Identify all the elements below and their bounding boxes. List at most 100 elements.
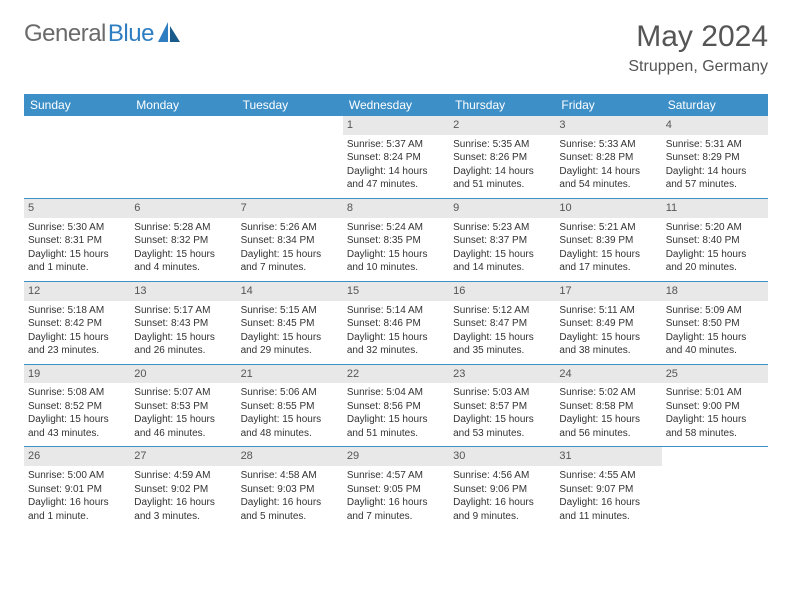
day-info: Sunrise: 5:08 AMSunset: 8:52 PMDaylight:… bbox=[28, 386, 126, 440]
calendar-cell: 14 Sunrise: 5:15 AMSunset: 8:45 PMDayligh… bbox=[237, 281, 343, 364]
calendar-week-row: 26Sunrise: 5:00 AMSunset: 9:01 PMDayligh… bbox=[24, 447, 768, 529]
calendar-cell: 18Sunrise: 5:09 AMSunset: 8:50 PMDayligh… bbox=[662, 281, 768, 364]
sunset-line: Sunset: 8:37 PM bbox=[453, 234, 551, 248]
sunset-line: Sunset: 8:45 PM bbox=[241, 317, 339, 331]
daylight-line: Daylight: 16 hours and 5 minutes. bbox=[241, 496, 339, 523]
sunset-line: Sunset: 8:42 PM bbox=[28, 317, 126, 331]
daylight-line: Daylight: 15 hours and 38 minutes. bbox=[559, 331, 657, 358]
sunset-line: Sunset: 8:53 PM bbox=[134, 400, 232, 414]
day-info: Sunrise: 5:01 AMSunset: 9:00 PMDaylight:… bbox=[666, 386, 764, 440]
calendar-cell: 19Sunrise: 5:08 AMSunset: 8:52 PMDayligh… bbox=[24, 364, 130, 447]
daylight-line: Daylight: 15 hours and 7 minutes. bbox=[241, 248, 339, 275]
daylight-line: Daylight: 15 hours and 26 minutes. bbox=[134, 331, 232, 358]
day-number: 23 bbox=[449, 365, 555, 384]
day-header: Thursday bbox=[449, 94, 555, 116]
calendar-cell: 29Sunrise: 4:57 AMSunset: 9:05 PMDayligh… bbox=[343, 447, 449, 529]
daylight-line: Daylight: 15 hours and 58 minutes. bbox=[666, 413, 764, 440]
daylight-line: Daylight: 16 hours and 9 minutes. bbox=[453, 496, 551, 523]
sunset-line: Sunset: 8:46 PM bbox=[347, 317, 445, 331]
sunset-line: Sunset: 8:24 PM bbox=[347, 151, 445, 165]
sunrise-line: Sunrise: 5:14 AM bbox=[347, 304, 445, 318]
daylight-line: Daylight: 15 hours and 29 minutes. bbox=[241, 331, 339, 358]
daylight-line: Daylight: 15 hours and 4 minutes. bbox=[134, 248, 232, 275]
sunrise-line: Sunrise: 5:04 AM bbox=[347, 386, 445, 400]
sunrise-line: Sunrise: 4:56 AM bbox=[453, 469, 551, 483]
calendar-cell bbox=[130, 116, 236, 198]
sunset-line: Sunset: 9:03 PM bbox=[241, 483, 339, 497]
sunrise-line: Sunrise: 5:30 AM bbox=[28, 221, 126, 235]
day-number: 11 bbox=[662, 199, 768, 218]
calendar-cell: 2Sunrise: 5:35 AMSunset: 8:26 PMDaylight… bbox=[449, 116, 555, 198]
sunset-line: Sunset: 8:31 PM bbox=[28, 234, 126, 248]
sunrise-line: Sunrise: 5:31 AM bbox=[666, 138, 764, 152]
sunrise-line: Sunrise: 5:23 AM bbox=[453, 221, 551, 235]
sunset-line: Sunset: 8:39 PM bbox=[559, 234, 657, 248]
day-number: 4 bbox=[662, 116, 768, 135]
logo-text-blue: Blue bbox=[108, 20, 154, 48]
sunset-line: Sunset: 9:02 PM bbox=[134, 483, 232, 497]
daylight-line: Daylight: 14 hours and 51 minutes. bbox=[453, 165, 551, 192]
sunrise-line: Sunrise: 5:15 AM bbox=[241, 304, 339, 318]
daylight-line: Daylight: 15 hours and 51 minutes. bbox=[347, 413, 445, 440]
daylight-line: Daylight: 15 hours and 20 minutes. bbox=[666, 248, 764, 275]
sunrise-line: Sunrise: 5:00 AM bbox=[28, 469, 126, 483]
daylight-line: Daylight: 16 hours and 7 minutes. bbox=[347, 496, 445, 523]
calendar-cell: 9Sunrise: 5:23 AMSunset: 8:37 PMDaylight… bbox=[449, 198, 555, 281]
sunrise-line: Sunrise: 5:01 AM bbox=[666, 386, 764, 400]
calendar-week-row: 1Sunrise: 5:37 AMSunset: 8:24 PMDaylight… bbox=[24, 116, 768, 198]
sunset-line: Sunset: 8:26 PM bbox=[453, 151, 551, 165]
sunset-line: Sunset: 8:34 PM bbox=[241, 234, 339, 248]
sunrise-line: Sunrise: 5:24 AM bbox=[347, 221, 445, 235]
day-number: 3 bbox=[555, 116, 661, 135]
day-number: 5 bbox=[24, 199, 130, 218]
day-info: Sunrise: 5:28 AMSunset: 8:32 PMDaylight:… bbox=[134, 221, 232, 275]
sunrise-line: Sunrise: 5:37 AM bbox=[347, 138, 445, 152]
sunrise-line: Sunrise: 5:09 AM bbox=[666, 304, 764, 318]
daylight-line: Daylight: 15 hours and 43 minutes. bbox=[28, 413, 126, 440]
daylight-line: Daylight: 15 hours and 17 minutes. bbox=[559, 248, 657, 275]
sunrise-line: Sunrise: 5:06 AM bbox=[241, 386, 339, 400]
calendar-cell: 12Sunrise: 5:18 AMSunset: 8:42 PMDayligh… bbox=[24, 281, 130, 364]
daylight-line: Daylight: 14 hours and 47 minutes. bbox=[347, 165, 445, 192]
sunset-line: Sunset: 8:29 PM bbox=[666, 151, 764, 165]
calendar-cell: 27Sunrise: 4:59 AMSunset: 9:02 PMDayligh… bbox=[130, 447, 236, 529]
day-number: 2 bbox=[449, 116, 555, 135]
calendar-cell: 7Sunrise: 5:26 AMSunset: 8:34 PMDaylight… bbox=[237, 198, 343, 281]
calendar-cell bbox=[237, 116, 343, 198]
calendar-cell: 16Sunrise: 5:12 AMSunset: 8:47 PMDayligh… bbox=[449, 281, 555, 364]
calendar-cell bbox=[662, 447, 768, 529]
daylight-line: Daylight: 15 hours and 23 minutes. bbox=[28, 331, 126, 358]
day-info: Sunrise: 5:31 AMSunset: 8:29 PMDaylight:… bbox=[666, 138, 764, 192]
day-header: Tuesday bbox=[237, 94, 343, 116]
day-info: Sunrise: 5:33 AMSunset: 8:28 PMDaylight:… bbox=[559, 138, 657, 192]
daylight-line: Daylight: 15 hours and 35 minutes. bbox=[453, 331, 551, 358]
calendar-cell: 1 Sunrise: 5:37 AMSunset: 8:24 PMDaylight… bbox=[343, 116, 449, 198]
day-number: 13 bbox=[130, 282, 236, 301]
day-number: 16 bbox=[449, 282, 555, 301]
calendar-body: 1Sunrise: 5:37 AMSunset: 8:24 PMDaylight… bbox=[24, 116, 768, 529]
daylight-line: Daylight: 15 hours and 40 minutes. bbox=[666, 331, 764, 358]
day-info: Sunrise: 5:20 AMSunset: 8:40 PMDaylight:… bbox=[666, 221, 764, 275]
sunrise-line: Sunrise: 4:58 AM bbox=[241, 469, 339, 483]
sunset-line: Sunset: 8:28 PM bbox=[559, 151, 657, 165]
day-info: Sunrise: 4:59 AMSunset: 9:02 PMDaylight:… bbox=[134, 469, 232, 523]
day-number: 14 bbox=[237, 282, 343, 301]
daylight-line: Daylight: 15 hours and 48 minutes. bbox=[241, 413, 339, 440]
day-number: 22 bbox=[343, 365, 449, 384]
day-info: Sunrise: 4:56 AMSunset: 9:06 PMDaylight:… bbox=[453, 469, 551, 523]
sunrise-line: Sunrise: 5:26 AM bbox=[241, 221, 339, 235]
day-header: Wednesday bbox=[343, 94, 449, 116]
sunrise-line: Sunrise: 5:28 AM bbox=[134, 221, 232, 235]
day-number: 15 bbox=[343, 282, 449, 301]
daylight-line: Daylight: 15 hours and 46 minutes. bbox=[134, 413, 232, 440]
sunrise-line: Sunrise: 5:20 AM bbox=[666, 221, 764, 235]
daylight-line: Daylight: 16 hours and 3 minutes. bbox=[134, 496, 232, 523]
day-number: 18 bbox=[662, 282, 768, 301]
day-number: 1 bbox=[343, 116, 449, 135]
day-number: 28 bbox=[237, 447, 343, 466]
sunset-line: Sunset: 8:47 PM bbox=[453, 317, 551, 331]
day-info: Sunrise: 5:21 AMSunset: 8:39 PMDaylight:… bbox=[559, 221, 657, 275]
daylight-line: Daylight: 15 hours and 56 minutes. bbox=[559, 413, 657, 440]
daylight-line: Daylight: 15 hours and 1 minute. bbox=[28, 248, 126, 275]
daylight-line: Daylight: 15 hours and 10 minutes. bbox=[347, 248, 445, 275]
